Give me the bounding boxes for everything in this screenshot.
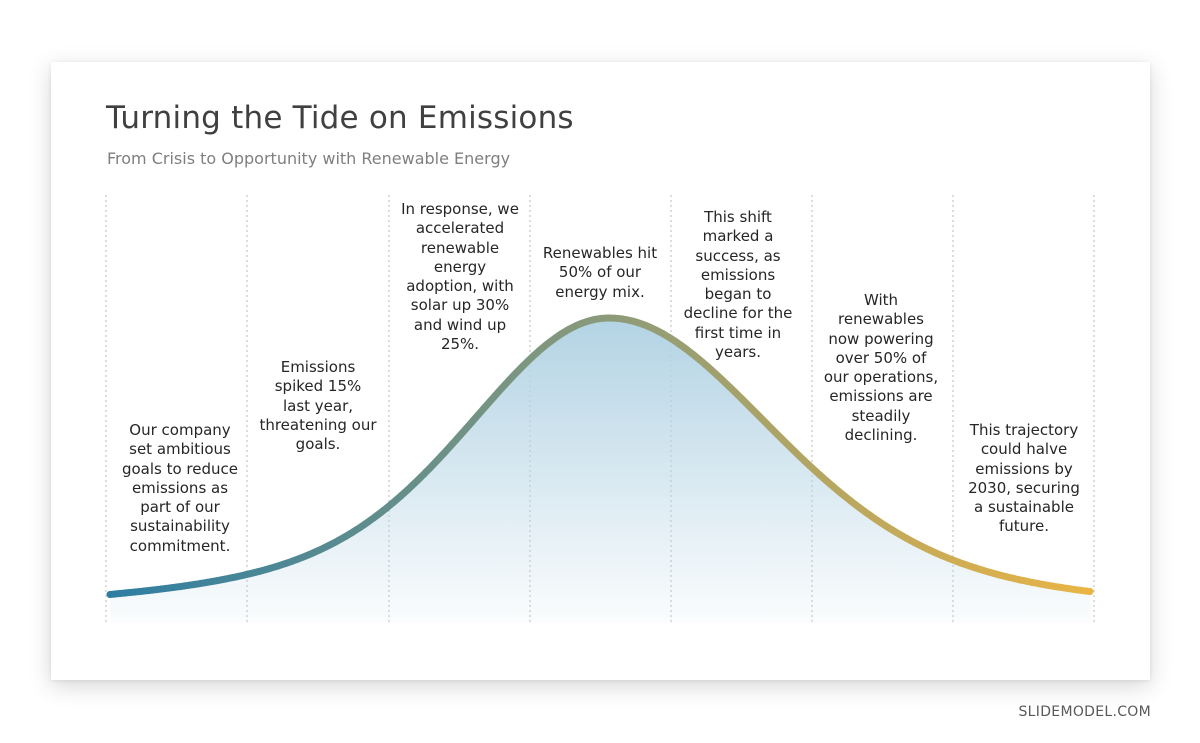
bell-curve-diagram bbox=[105, 195, 1095, 624]
stage-1-text: Our company set ambitious goals to reduc… bbox=[121, 421, 239, 555]
stage-dividers bbox=[105, 195, 1095, 624]
stage-5-text: This shift marked a success, as emission… bbox=[683, 208, 793, 362]
slide-title: Turning the Tide on Emissions bbox=[106, 100, 574, 136]
stage-2-text: Emissions spiked 15% last year, threaten… bbox=[259, 358, 377, 454]
stage-3-text: In response, we accelerated renewable en… bbox=[401, 200, 519, 354]
slide-subtitle: From Crisis to Opportunity with Renewabl… bbox=[107, 149, 511, 168]
emissions-curve-line bbox=[106, 314, 1094, 598]
stage-7-text: This trajectory could halve emissions by… bbox=[968, 421, 1080, 536]
stage-6-text: With renewables now powering over 50% of… bbox=[823, 291, 939, 445]
curve-area-fill bbox=[110, 318, 1091, 623]
watermark: SLIDEMODEL.COM bbox=[1018, 704, 1151, 720]
slide: Turning the Tide on Emissions From Crisi… bbox=[51, 62, 1150, 680]
stage-4-text: Renewables hit 50% of our energy mix. bbox=[542, 244, 658, 301]
